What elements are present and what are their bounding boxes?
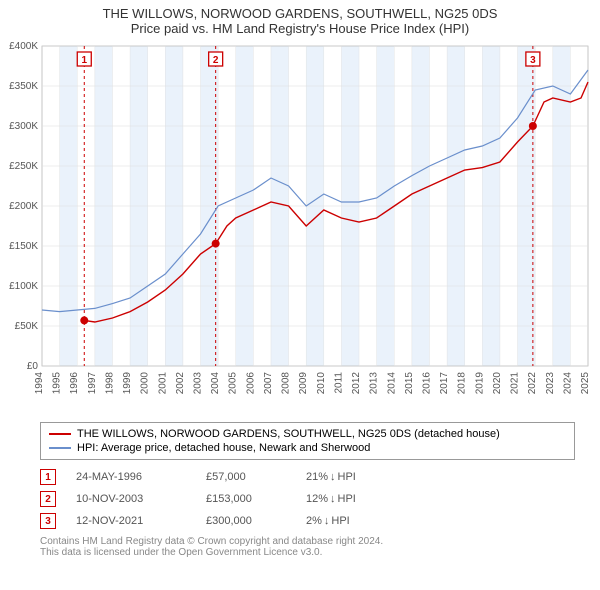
- svg-text:£350K: £350K: [9, 81, 38, 92]
- svg-text:2005: 2005: [228, 372, 239, 395]
- svg-text:£400K: £400K: [9, 41, 38, 52]
- svg-text:1: 1: [81, 55, 87, 66]
- svg-text:1994: 1994: [34, 372, 45, 395]
- transaction-marker-3: 3: [40, 513, 56, 529]
- svg-text:2013: 2013: [369, 372, 380, 395]
- legend-swatch-red: [49, 433, 71, 435]
- svg-text:2017: 2017: [439, 372, 450, 395]
- transaction-date: 24-MAY-1996: [76, 471, 186, 483]
- svg-text:2004: 2004: [210, 372, 221, 395]
- transaction-date: 12-NOV-2021: [76, 515, 186, 527]
- svg-text:2006: 2006: [245, 372, 256, 395]
- transaction-row: 2 10-NOV-2003 £153,000 12% ↓ HPI: [40, 488, 575, 510]
- svg-text:2024: 2024: [562, 372, 573, 395]
- title-line-2: Price paid vs. HM Land Registry's House …: [0, 21, 600, 36]
- svg-text:3: 3: [530, 55, 536, 66]
- transaction-marker-1: 1: [40, 469, 56, 485]
- transaction-marker-2: 2: [40, 491, 56, 507]
- transaction-date: 10-NOV-2003: [76, 493, 186, 505]
- legend-row-red: THE WILLOWS, NORWOOD GARDENS, SOUTHWELL,…: [49, 427, 566, 441]
- svg-text:£50K: £50K: [15, 321, 39, 332]
- svg-text:2002: 2002: [175, 372, 186, 395]
- svg-text:2016: 2016: [421, 372, 432, 395]
- transaction-row: 3 12-NOV-2021 £300,000 2% ↓ HPI: [40, 510, 575, 532]
- copyright-line-2: This data is licensed under the Open Gov…: [40, 547, 575, 558]
- svg-text:2021: 2021: [510, 372, 521, 395]
- svg-text:1995: 1995: [52, 372, 63, 395]
- arrow-down-icon: ↓: [330, 493, 336, 505]
- svg-text:2019: 2019: [474, 372, 485, 395]
- copyright-line-1: Contains HM Land Registry data © Crown c…: [40, 536, 575, 547]
- svg-text:1996: 1996: [69, 372, 80, 395]
- svg-text:2008: 2008: [281, 372, 292, 395]
- svg-text:£100K: £100K: [9, 281, 38, 292]
- title-line-1: THE WILLOWS, NORWOOD GARDENS, SOUTHWELL,…: [0, 6, 600, 21]
- transaction-price: £300,000: [206, 515, 286, 527]
- svg-text:2: 2: [213, 55, 219, 66]
- svg-text:£250K: £250K: [9, 161, 38, 172]
- svg-text:2023: 2023: [545, 372, 556, 395]
- transaction-price: £153,000: [206, 493, 286, 505]
- svg-text:£300K: £300K: [9, 121, 38, 132]
- svg-text:1999: 1999: [122, 372, 133, 395]
- transaction-row: 1 24-MAY-1996 £57,000 21% ↓ HPI: [40, 466, 575, 488]
- svg-text:1998: 1998: [104, 372, 115, 395]
- svg-text:2014: 2014: [386, 372, 397, 395]
- svg-text:2000: 2000: [140, 372, 151, 395]
- transaction-hpi: 21% ↓ HPI: [306, 471, 396, 483]
- svg-text:2010: 2010: [316, 372, 327, 395]
- svg-text:£150K: £150K: [9, 241, 38, 252]
- transaction-hpi: 12% ↓ HPI: [306, 493, 396, 505]
- svg-text:1997: 1997: [87, 372, 98, 395]
- price-chart: £0 £50K £100K £150K £200K £250K £300K £350K £400…: [0, 36, 600, 416]
- transaction-hpi: 2% ↓ HPI: [306, 515, 396, 527]
- transactions-table: 1 24-MAY-1996 £57,000 21% ↓ HPI 2 10-NOV…: [40, 466, 575, 532]
- arrow-down-icon: ↓: [324, 515, 330, 527]
- svg-text:2011: 2011: [333, 372, 344, 394]
- svg-text:2025: 2025: [580, 372, 591, 395]
- svg-text:2012: 2012: [351, 372, 362, 395]
- svg-text:£200K: £200K: [9, 201, 38, 212]
- legend: THE WILLOWS, NORWOOD GARDENS, SOUTHWELL,…: [40, 422, 575, 460]
- svg-text:2007: 2007: [263, 372, 274, 395]
- copyright-notice: Contains HM Land Registry data © Crown c…: [40, 536, 575, 558]
- legend-swatch-blue: [49, 447, 71, 449]
- svg-text:£0: £0: [27, 361, 39, 372]
- svg-text:2018: 2018: [457, 372, 468, 395]
- legend-label-red: THE WILLOWS, NORWOOD GARDENS, SOUTHWELL,…: [77, 428, 500, 440]
- svg-text:2015: 2015: [404, 372, 415, 395]
- legend-row-blue: HPI: Average price, detached house, Newa…: [49, 441, 566, 455]
- transaction-price: £57,000: [206, 471, 286, 483]
- svg-text:2020: 2020: [492, 372, 503, 395]
- svg-text:2009: 2009: [298, 372, 309, 395]
- svg-text:2003: 2003: [193, 372, 204, 395]
- legend-label-blue: HPI: Average price, detached house, Newa…: [77, 442, 370, 454]
- svg-text:2022: 2022: [527, 372, 538, 395]
- svg-text:2001: 2001: [157, 372, 168, 395]
- arrow-down-icon: ↓: [330, 471, 336, 483]
